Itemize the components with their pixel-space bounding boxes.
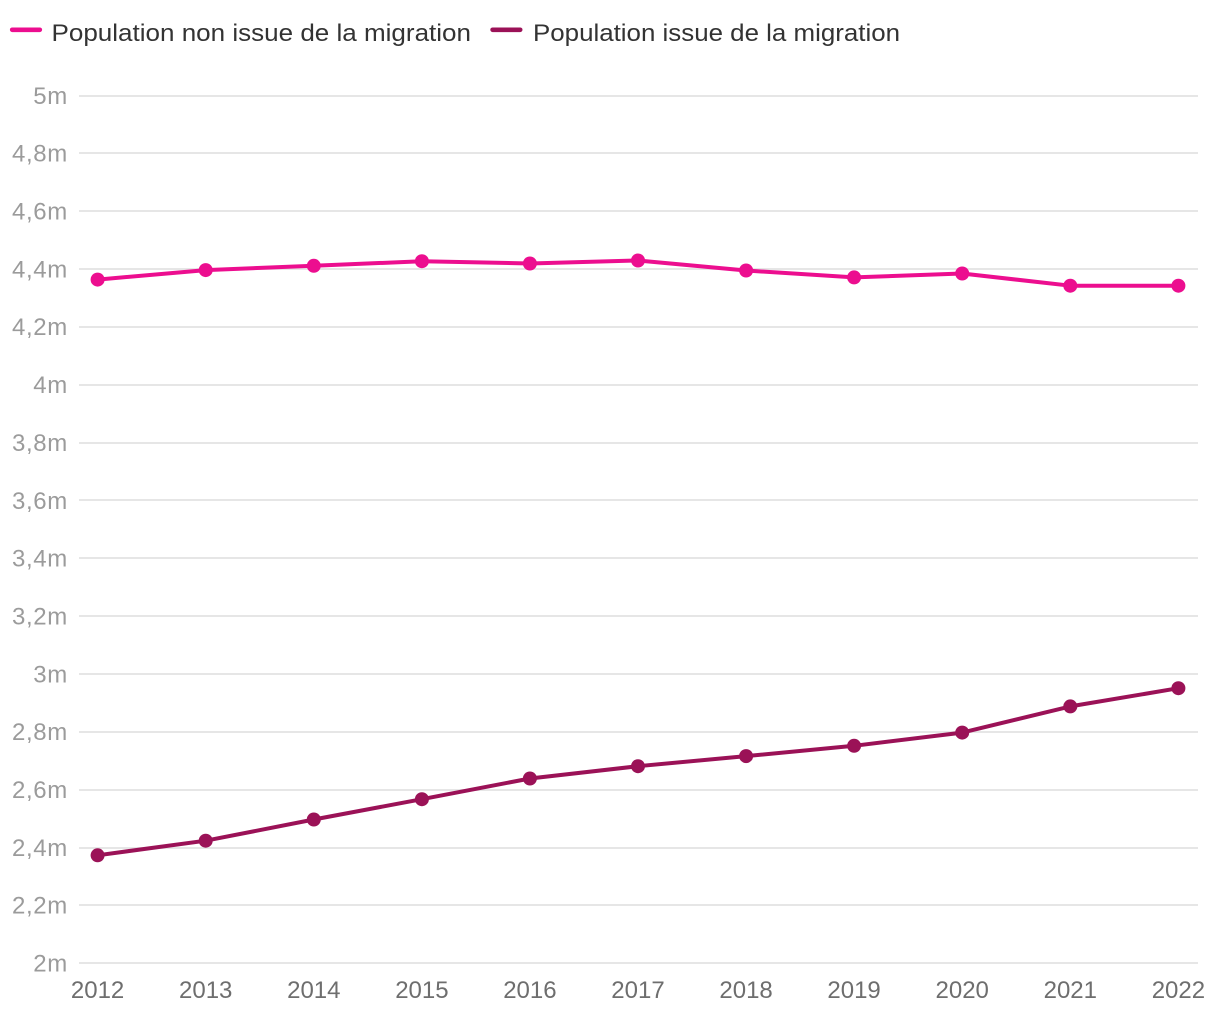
svg-text:2022: 2022: [1152, 977, 1205, 1004]
svg-text:2,2m: 2,2m: [12, 893, 68, 920]
svg-text:3,2m: 3,2m: [12, 603, 68, 630]
svg-text:Population non issue de la mig: Population non issue de la migration: [52, 20, 472, 47]
svg-text:3,8m: 3,8m: [12, 430, 68, 457]
svg-text:2016: 2016: [503, 977, 556, 1004]
svg-text:2,6m: 2,6m: [12, 777, 68, 804]
svg-text:2m: 2m: [33, 951, 68, 978]
svg-text:2014: 2014: [287, 977, 340, 1004]
svg-text:2012: 2012: [71, 977, 124, 1004]
svg-text:4m: 4m: [33, 372, 68, 399]
svg-text:2021: 2021: [1044, 977, 1097, 1004]
svg-text:3,6m: 3,6m: [12, 488, 68, 515]
svg-text:Population issue de la migrati: Population issue de la migration: [533, 20, 900, 47]
svg-text:4,8m: 4,8m: [12, 141, 68, 168]
svg-text:2015: 2015: [395, 977, 448, 1004]
svg-text:2,4m: 2,4m: [12, 835, 68, 862]
svg-text:2013: 2013: [179, 977, 232, 1004]
svg-text:5m: 5m: [33, 83, 68, 110]
svg-text:4,4m: 4,4m: [12, 256, 68, 283]
svg-text:4,6m: 4,6m: [12, 199, 68, 226]
svg-text:2019: 2019: [827, 977, 880, 1004]
svg-text:4,2m: 4,2m: [12, 314, 68, 341]
svg-text:2,8m: 2,8m: [12, 719, 68, 746]
svg-text:3,4m: 3,4m: [12, 546, 68, 573]
svg-text:2017: 2017: [611, 977, 664, 1004]
svg-text:2020: 2020: [936, 977, 989, 1004]
svg-text:2018: 2018: [719, 977, 772, 1004]
svg-text:3m: 3m: [33, 661, 68, 688]
